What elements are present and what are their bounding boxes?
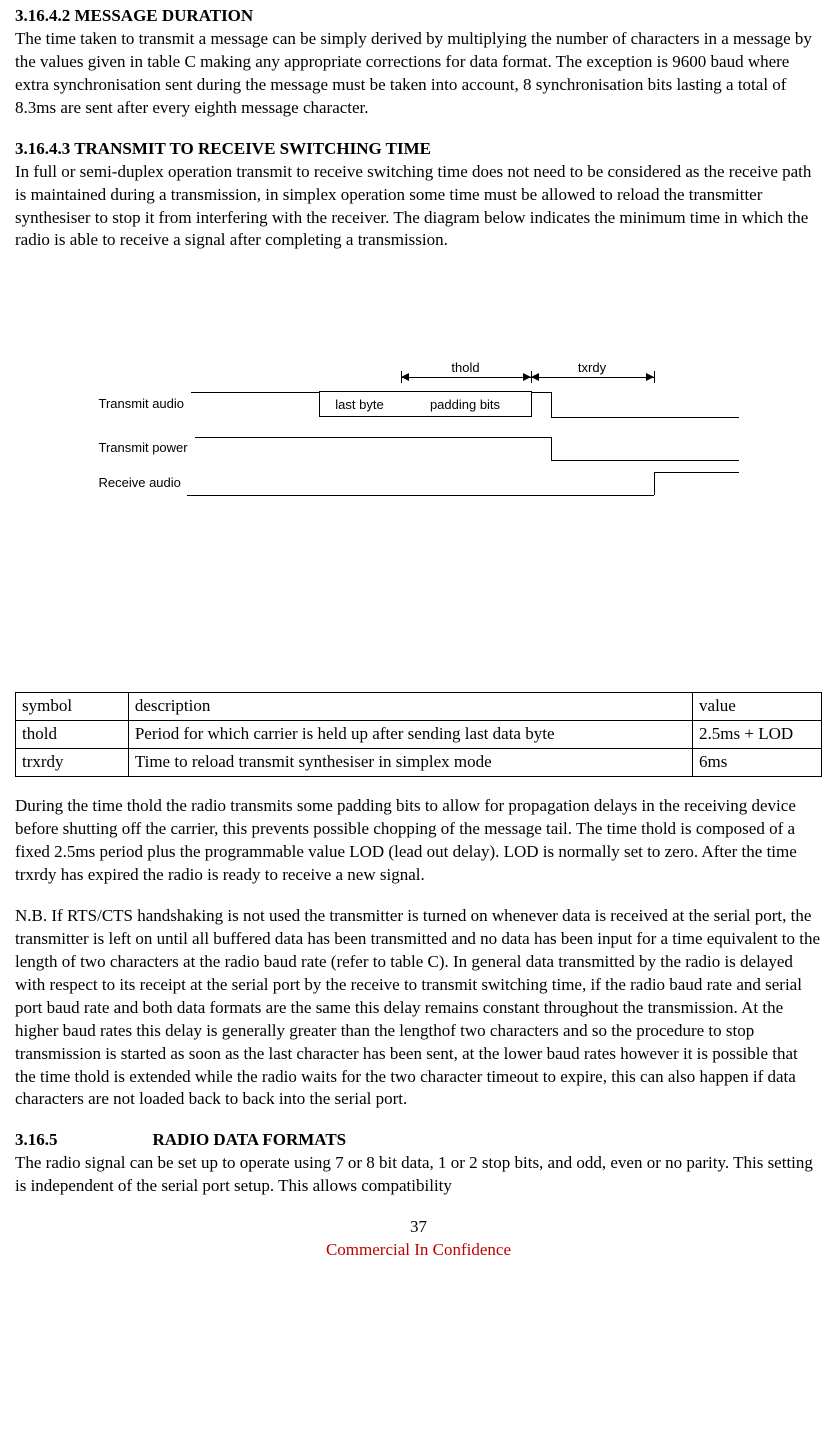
- timing-diagram: thold txrdy Transmit audio last byte pad…: [99, 347, 739, 527]
- waveform-line: [191, 392, 319, 393]
- waveform-line: [531, 392, 551, 393]
- body-paragraph: The time taken to transmit a message can…: [15, 28, 822, 120]
- dim-label-thold: thold: [401, 359, 531, 377]
- table-row: thold Period for which carrier is held u…: [16, 721, 822, 749]
- box-last-byte: last byte: [319, 391, 401, 417]
- waveform-line: [187, 495, 654, 496]
- section-heading-transmit-receive: 3.16.4.3 TRANSMIT TO RECEIVE SWITCHING T…: [15, 138, 822, 161]
- table-header: symbol: [16, 693, 129, 721]
- timing-diagram-container: thold txrdy Transmit audio last byte pad…: [15, 347, 822, 527]
- section-number: 3.16.5: [15, 1130, 58, 1149]
- waveform-line: [654, 472, 739, 473]
- table-header: description: [128, 693, 692, 721]
- table-cell: Period for which carrier is held up afte…: [128, 721, 692, 749]
- dim-line-thold: [401, 377, 531, 378]
- table-cell: trxrdy: [16, 749, 129, 777]
- table-cell: 6ms: [693, 749, 822, 777]
- table-cell: 2.5ms + LOD: [693, 721, 822, 749]
- section-title: RADIO DATA FORMATS: [153, 1130, 347, 1149]
- section-number: 3.16.4.2: [15, 6, 70, 25]
- waveform-line: [551, 460, 739, 461]
- page-footer: 37 Commercial In Confidence: [15, 1216, 822, 1262]
- table-header: value: [693, 693, 822, 721]
- table-cell: Time to reload transmit synthesiser in s…: [128, 749, 692, 777]
- confidentiality-notice: Commercial In Confidence: [15, 1239, 822, 1262]
- row-label-transmit-power: Transmit power: [99, 439, 188, 457]
- symbol-table: symbol description value thold Period fo…: [15, 692, 822, 777]
- waveform-line: [551, 417, 739, 418]
- section-number: 3.16.4.3: [15, 139, 70, 158]
- dim-line-txrdy: [531, 377, 654, 378]
- waveform-line: [195, 437, 551, 438]
- section-heading-message-duration: 3.16.4.2 MESSAGE DURATION: [15, 5, 822, 28]
- waveform-line: [551, 392, 552, 417]
- box-padding-bits: padding bits: [400, 391, 532, 417]
- row-label-receive-audio: Receive audio: [99, 474, 181, 492]
- body-paragraph: N.B. If RTS/CTS handshaking is not used …: [15, 905, 822, 1111]
- body-paragraph: During the time thold the radio transmit…: [15, 795, 822, 887]
- row-label-transmit-audio: Transmit audio: [99, 395, 185, 413]
- section-title: MESSAGE DURATION: [70, 6, 253, 25]
- body-paragraph: The radio signal can be set up to operat…: [15, 1152, 822, 1198]
- waveform-line: [551, 437, 552, 460]
- dim-label-txrdy: txrdy: [531, 359, 654, 377]
- waveform-line: [654, 472, 655, 495]
- table-cell: thold: [16, 721, 129, 749]
- dim-tick: [654, 371, 655, 383]
- body-paragraph: In full or semi-duplex operation transmi…: [15, 161, 822, 253]
- section-heading-radio-data-formats: 3.16.5 RADIO DATA FORMATS: [15, 1129, 822, 1152]
- section-title: TRANSMIT TO RECEIVE SWITCHING TIME: [70, 139, 431, 158]
- table-row: trxrdy Time to reload transmit synthesis…: [16, 749, 822, 777]
- page-number: 37: [15, 1216, 822, 1239]
- table-header-row: symbol description value: [16, 693, 822, 721]
